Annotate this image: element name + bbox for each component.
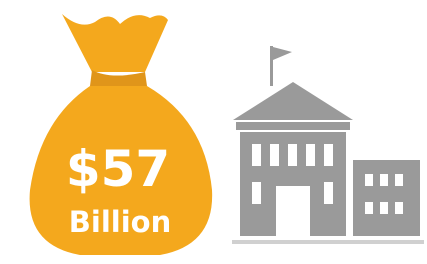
- unit: Billion: [69, 205, 171, 239]
- infographic: $57 Billion: [0, 0, 427, 264]
- money-bag: $57 Billion: [30, 14, 213, 255]
- building: [232, 46, 424, 244]
- amount: $57: [66, 140, 170, 198]
